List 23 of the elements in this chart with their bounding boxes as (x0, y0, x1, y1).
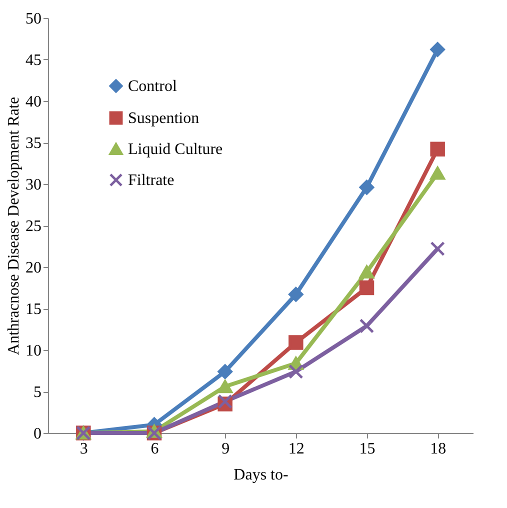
y-tick-label: 0 (34, 426, 42, 442)
x-tick-label: 18 (430, 440, 446, 458)
legend-label: Filtrate (128, 172, 174, 189)
y-tick-label: 30 (26, 176, 42, 194)
legend-label: Control (128, 78, 178, 95)
x-tick-label: 3 (80, 440, 88, 458)
y-tick-label: 25 (26, 218, 42, 235)
x-axis-title: Days to- (234, 466, 288, 484)
x-tick-label: 6 (150, 440, 159, 458)
y-axis-title: Anthracnose Disease Development Rate (6, 96, 22, 356)
x-tick-label: 12 (288, 440, 304, 458)
y-tick-label: 10 (26, 342, 42, 360)
x-tick-label: 15 (359, 440, 376, 458)
y-tick-label: 5 (34, 384, 42, 401)
y-tick-label: 45 (26, 52, 42, 69)
y-tick-label: 20 (26, 260, 42, 276)
y-tick-label: 35 (26, 135, 42, 152)
legend-label: Liquid Culture (128, 141, 223, 158)
y-tick-label: 50 (26, 10, 42, 28)
legend-label: Suspention (128, 110, 200, 127)
x-tick-label: 9 (222, 440, 230, 458)
y-tick-label: 15 (26, 301, 42, 318)
y-tick-label: 40 (26, 94, 42, 110)
